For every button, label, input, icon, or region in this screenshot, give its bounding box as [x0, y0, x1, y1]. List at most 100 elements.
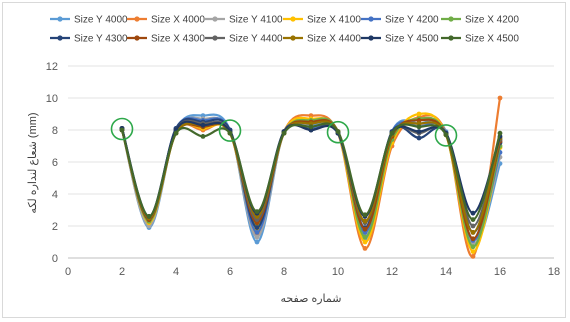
data-point: [254, 209, 260, 215]
legend-swatch-marker: [134, 35, 140, 41]
data-point: [362, 246, 368, 251]
y-tick-label: 12: [46, 61, 58, 73]
legend-label: Size X 4500: [465, 34, 519, 45]
data-point: [497, 95, 503, 101]
data-point: [497, 130, 503, 136]
series-line: [120, 116, 502, 242]
series-line: [120, 119, 502, 228]
data-point: [416, 129, 422, 135]
data-point: [470, 236, 476, 242]
legend-swatch-marker: [57, 16, 63, 22]
y-axis-label: شعاع لنداره لكه (mm): [27, 112, 39, 213]
legend-label: Size X 4000: [151, 15, 205, 26]
x-tick-label: 12: [386, 266, 398, 278]
legend-item-size-x-4100: Size X 4100: [283, 15, 361, 26]
series-line: [120, 117, 502, 234]
x-axis-label: شماره صفحه: [281, 293, 342, 305]
axes: 0 2 4 6 8 10 12 0 2 4 6 8 10 12 14 16 18: [46, 61, 560, 278]
data-point: [119, 127, 125, 133]
x-tick-label: 6: [227, 266, 233, 278]
y-tick-label: 0: [52, 253, 58, 265]
highlight-circle: [326, 120, 350, 144]
data-point: [362, 218, 368, 224]
y-tick-label: 8: [52, 125, 58, 137]
highlight-circle: [110, 117, 134, 141]
data-point: [416, 135, 422, 141]
legend-item-size-x-4200: Size X 4200: [441, 15, 519, 26]
series-lines: [119, 95, 503, 259]
data-point: [389, 130, 395, 136]
legend-swatch-marker: [448, 16, 454, 22]
x-tick-label: 18: [548, 266, 560, 278]
legend-item-size-y-4400: Size Y 4400: [205, 34, 283, 45]
data-point: [470, 230, 476, 235]
legend-swatch-marker: [57, 35, 63, 41]
legend-swatch-marker: [368, 16, 374, 22]
x-tick-label: 8: [281, 266, 287, 278]
y-tick-label: 2: [52, 221, 58, 233]
legend-item-size-y-4500: Size Y 4500: [361, 34, 439, 45]
legend-item-size-x-4300: Size X 4300: [127, 34, 205, 45]
chart-frame: [2, 2, 566, 318]
highlight-circle: [434, 124, 458, 147]
legend-label: Size X 4300: [151, 34, 205, 45]
legend-swatch-marker: [212, 35, 218, 41]
x-tick-label: 10: [332, 266, 344, 278]
highlight-circle: [218, 119, 242, 142]
legend-label: Size Y 4000: [74, 15, 128, 26]
series-size-x-4400: [119, 120, 503, 235]
legend-label: Size Y 4100: [229, 15, 283, 26]
legend-label: Size Y 4200: [385, 15, 439, 26]
x-tick-label: 4: [173, 266, 179, 278]
legend-swatch-marker: [448, 35, 454, 41]
data-point: [254, 225, 260, 231]
data-point: [362, 226, 368, 232]
legend-swatch-marker: [368, 35, 374, 41]
data-point: [470, 217, 476, 223]
legend-item-size-y-4200: Size Y 4200: [361, 15, 439, 26]
legend-swatch-marker: [134, 16, 140, 22]
legend-label: Size X 4100: [307, 15, 361, 26]
data-point: [200, 122, 206, 128]
x-tick-label: 14: [440, 266, 452, 278]
legend-label: Size Y 4400: [229, 34, 283, 45]
series-line: [120, 122, 502, 221]
data-point: [254, 230, 260, 235]
legend-swatch-marker: [212, 16, 218, 22]
x-tick-label: 0: [65, 266, 71, 278]
data-point: [227, 130, 233, 136]
data-point: [362, 239, 368, 245]
data-point: [254, 239, 260, 245]
data-point: [200, 134, 206, 139]
data-point: [470, 254, 476, 259]
data-point: [308, 124, 314, 130]
highlight-circles: [110, 117, 458, 147]
data-point: [416, 124, 422, 130]
data-point: [416, 111, 422, 117]
legend: Size Y 4000 Size X 4000 Size Y 4100 Size X …: [50, 15, 519, 45]
data-point: [173, 130, 179, 136]
legend-item-size-y-4000: Size Y 4000: [50, 15, 128, 26]
data-point: [281, 130, 287, 136]
data-point: [362, 234, 368, 240]
x-tick-label: 16: [494, 266, 506, 278]
legend-item-size-x-4000: Size X 4000: [127, 15, 205, 26]
data-point: [254, 234, 260, 240]
data-point: [470, 210, 476, 216]
data-point: [146, 214, 152, 219]
data-point: [470, 244, 476, 250]
legend-item-size-x-4500: Size X 4500: [441, 34, 519, 45]
legend-label: Size X 4200: [465, 15, 519, 26]
legend-swatch-marker: [290, 16, 296, 22]
y-tick-label: 4: [52, 189, 58, 201]
legend-item-size-y-4100: Size Y 4100: [205, 15, 283, 26]
data-point: [470, 249, 476, 255]
series-line: [120, 120, 502, 218]
data-point: [362, 212, 368, 218]
y-tick-label: 6: [52, 157, 58, 169]
data-point: [443, 132, 449, 138]
legend-label: Size Y 4300: [74, 34, 128, 45]
series-line: [120, 118, 502, 240]
legend-swatch-marker: [290, 35, 296, 41]
